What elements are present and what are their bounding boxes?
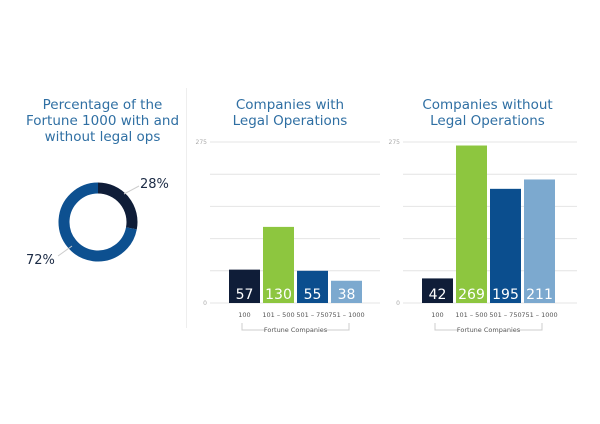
- bar: [297, 270, 328, 303]
- bar: [490, 188, 521, 303]
- leader-line: [123, 185, 140, 195]
- donut-title: Percentage of the Fortune 1000 with and …: [20, 97, 185, 145]
- y-tick-label: 0: [396, 300, 400, 307]
- bar: [456, 145, 487, 303]
- bar: [524, 179, 555, 303]
- bar-data-label: 42: [429, 287, 447, 303]
- y-tick-label: 275: [196, 139, 208, 146]
- bar: [422, 278, 453, 303]
- x-axis-label: Fortune Companies: [457, 326, 521, 334]
- x-tick-label: 751 – 1000: [328, 311, 364, 319]
- donut-slice: [97, 182, 138, 230]
- donut-title-line: without legal ops: [44, 129, 161, 145]
- slice-label: 72%: [26, 253, 55, 268]
- x-tick-label: 501 – 750: [296, 311, 328, 319]
- x-tick-label: 100: [238, 311, 250, 319]
- bar-data-label: 38: [338, 287, 356, 303]
- chart-title-line: Legal Operations: [430, 113, 545, 129]
- bar: [229, 269, 260, 303]
- x-tick-label: 100: [431, 311, 443, 319]
- bar-data-label: 55: [304, 287, 322, 303]
- bar-data-label: 269: [458, 287, 485, 303]
- y-tick-label: 275: [389, 139, 401, 146]
- x-tick-label: 751 – 1000: [521, 311, 557, 319]
- chart-with-title: Companies with Legal Operations: [200, 97, 380, 129]
- donut-title-line: Percentage of the: [42, 97, 163, 113]
- x-tick-label: 101 – 500: [455, 311, 487, 319]
- bar: [331, 280, 362, 303]
- bar-data-label: 57: [236, 287, 254, 303]
- panel-divider: [186, 88, 187, 328]
- donut-title-line: Fortune 1000 with and: [25, 113, 180, 129]
- slice-label: 28%: [140, 177, 169, 192]
- bar: [263, 226, 294, 303]
- x-label-bg: [458, 325, 519, 334]
- x-axis-label: Fortune Companies: [264, 326, 328, 334]
- bar-data-label: 211: [526, 287, 553, 303]
- leader-line: [57, 245, 73, 257]
- chart-without-title: Companies without Legal Operations: [395, 97, 580, 129]
- bar-data-label: 195: [492, 287, 519, 303]
- x-label-bg: [265, 325, 326, 334]
- donut-slice: [58, 182, 137, 262]
- chart-title-line: Companies with: [235, 97, 345, 113]
- x-tick-label: 101 – 500: [262, 311, 294, 319]
- x-tick-label: 501 – 750: [489, 311, 521, 319]
- bar-data-label: 130: [265, 287, 292, 303]
- y-tick-label: 0: [203, 300, 207, 307]
- chart-title-line: Legal Operations: [232, 113, 348, 129]
- chart-title-line: Companies without: [422, 97, 553, 113]
